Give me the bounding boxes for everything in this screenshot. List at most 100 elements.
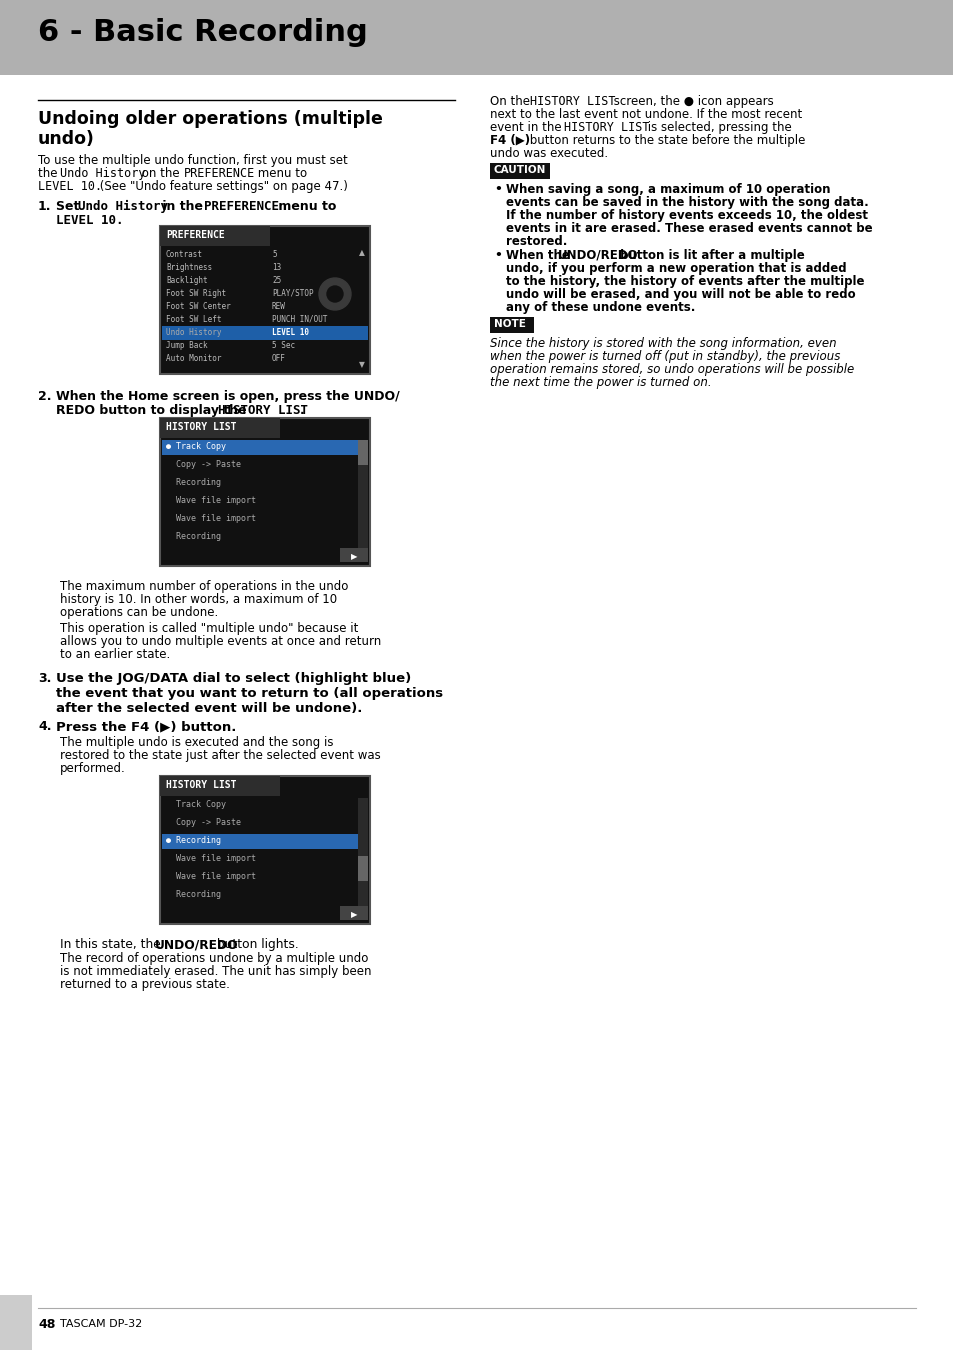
Text: CAUTION: CAUTION xyxy=(494,165,546,176)
Text: REDO button to display the: REDO button to display the xyxy=(56,404,251,417)
Text: NOTE: NOTE xyxy=(494,319,525,329)
Text: Undo History: Undo History xyxy=(78,200,168,213)
Text: is not immediately erased. The unit has simply been: is not immediately erased. The unit has … xyxy=(60,965,371,977)
Text: HISTORY LIST: HISTORY LIST xyxy=(166,423,236,432)
Text: Copy -> Paste: Copy -> Paste xyxy=(166,818,241,828)
Text: in the: in the xyxy=(158,200,207,213)
Text: 2.: 2. xyxy=(38,390,51,404)
Text: Copy -> Paste: Copy -> Paste xyxy=(166,460,241,468)
Text: returned to a previous state.: returned to a previous state. xyxy=(60,977,230,991)
Text: any of these undone events.: any of these undone events. xyxy=(505,301,695,315)
Text: the event that you want to return to (all operations: the event that you want to return to (al… xyxy=(56,687,442,701)
Text: Track Copy: Track Copy xyxy=(166,801,226,809)
Text: Since the history is stored with the song information, even: Since the history is stored with the son… xyxy=(490,338,836,350)
Text: HISTORY LIST: HISTORY LIST xyxy=(530,95,615,108)
Text: PREFERENCE: PREFERENCE xyxy=(204,200,278,213)
Text: The maximum number of operations in the undo: The maximum number of operations in the … xyxy=(60,580,348,593)
Text: UNDO/REDO: UNDO/REDO xyxy=(558,248,638,262)
Text: PUNCH IN/OUT: PUNCH IN/OUT xyxy=(272,315,327,324)
Text: HISTORY LIST: HISTORY LIST xyxy=(563,122,649,134)
Text: Foot SW Left: Foot SW Left xyxy=(166,315,221,324)
Text: Foot SW Center: Foot SW Center xyxy=(166,302,231,311)
Text: LEVEL 10: LEVEL 10 xyxy=(272,328,309,338)
Bar xyxy=(160,225,270,246)
Text: 25: 25 xyxy=(272,275,281,285)
Bar xyxy=(339,906,368,919)
Text: Recording: Recording xyxy=(166,478,221,487)
Text: Recording: Recording xyxy=(166,890,221,899)
Text: ● Track Copy: ● Track Copy xyxy=(166,441,226,451)
Text: 48: 48 xyxy=(38,1318,55,1331)
Bar xyxy=(0,0,953,76)
Text: operation remains stored, so undo operations will be possible: operation remains stored, so undo operat… xyxy=(490,363,853,377)
Bar xyxy=(357,440,368,464)
Text: Auto Monitor: Auto Monitor xyxy=(166,354,221,363)
Text: 13: 13 xyxy=(272,263,281,271)
Bar xyxy=(162,834,357,849)
Circle shape xyxy=(318,278,351,310)
Text: Wave file import: Wave file import xyxy=(166,855,255,863)
Bar xyxy=(160,418,280,437)
Text: Wave file import: Wave file import xyxy=(166,495,255,505)
Text: Recording: Recording xyxy=(166,532,221,541)
Text: to an earlier state.: to an earlier state. xyxy=(60,648,170,662)
Circle shape xyxy=(327,286,343,302)
Bar xyxy=(490,163,550,180)
Text: Press the F4 (▶) button.: Press the F4 (▶) button. xyxy=(56,720,236,733)
Text: The multiple undo is executed and the song is: The multiple undo is executed and the so… xyxy=(60,736,334,749)
Text: next to the last event not undone. If the most recent: next to the last event not undone. If th… xyxy=(490,108,801,122)
Text: Wave file import: Wave file import xyxy=(166,514,255,522)
Text: undo will be erased, and you will not be able to redo: undo will be erased, and you will not be… xyxy=(505,288,855,301)
Text: allows you to undo multiple events at once and return: allows you to undo multiple events at on… xyxy=(60,634,381,648)
Text: OFF: OFF xyxy=(272,354,286,363)
Text: Backlight: Backlight xyxy=(166,275,208,285)
Text: ● Recording: ● Recording xyxy=(166,836,221,845)
Bar xyxy=(490,317,534,333)
Text: event in the: event in the xyxy=(490,122,565,134)
Text: Undoing older operations (multiple: Undoing older operations (multiple xyxy=(38,109,382,128)
Text: history is 10. In other words, a maximum of 10: history is 10. In other words, a maximum… xyxy=(60,593,336,606)
Text: PREFERENCE: PREFERENCE xyxy=(184,167,255,180)
Text: HISTORY LIST: HISTORY LIST xyxy=(166,780,236,790)
Text: undo): undo) xyxy=(38,130,94,148)
Text: restored to the state just after the selected event was: restored to the state just after the sel… xyxy=(60,749,380,761)
Text: ▶: ▶ xyxy=(351,552,356,562)
Text: When the Home screen is open, press the UNDO/: When the Home screen is open, press the … xyxy=(56,390,399,404)
Bar xyxy=(160,776,370,923)
Bar xyxy=(162,440,357,455)
Text: UNDO/REDO: UNDO/REDO xyxy=(154,938,238,950)
Text: PREFERENCE: PREFERENCE xyxy=(166,230,225,240)
Text: When the: When the xyxy=(505,248,574,262)
Text: 3.: 3. xyxy=(38,672,51,684)
Text: Undo History: Undo History xyxy=(60,167,146,180)
Text: TASCAM DP-32: TASCAM DP-32 xyxy=(60,1319,142,1328)
Text: button returns to the state before the multiple: button returns to the state before the m… xyxy=(525,134,804,147)
Bar xyxy=(270,325,368,340)
Text: performed.: performed. xyxy=(60,761,126,775)
Text: •: • xyxy=(494,248,501,262)
Text: after the selected event will be undone).: after the selected event will be undone)… xyxy=(56,702,362,716)
Text: screen, the ● icon appears: screen, the ● icon appears xyxy=(609,95,773,108)
Text: ▼: ▼ xyxy=(358,360,365,369)
Text: ▶: ▶ xyxy=(351,910,356,919)
Text: LEVEL 10.: LEVEL 10. xyxy=(38,180,102,193)
Text: .: . xyxy=(299,404,304,417)
Text: Wave file import: Wave file import xyxy=(166,872,255,882)
Bar xyxy=(160,776,280,796)
Bar xyxy=(357,798,368,909)
Text: to the history, the history of events after the multiple: to the history, the history of events af… xyxy=(505,275,863,288)
Text: In this state, the: In this state, the xyxy=(60,938,165,950)
Text: The record of operations undone by a multiple undo: The record of operations undone by a mul… xyxy=(60,952,368,965)
Text: If the number of history events exceeds 10, the oldest: If the number of history events exceeds … xyxy=(505,209,867,221)
Text: LEVEL 10.: LEVEL 10. xyxy=(56,215,123,227)
Text: Set: Set xyxy=(56,200,84,213)
Text: the: the xyxy=(38,167,61,180)
Text: 5: 5 xyxy=(272,250,276,259)
Text: operations can be undone.: operations can be undone. xyxy=(60,606,218,620)
Bar xyxy=(357,440,368,549)
Text: undo, if you perform a new operation that is added: undo, if you perform a new operation tha… xyxy=(505,262,845,275)
Text: Use the JOG/DATA dial to select (highlight blue): Use the JOG/DATA dial to select (highlig… xyxy=(56,672,411,684)
Text: •: • xyxy=(494,184,501,196)
Text: This operation is called "multiple undo" because it: This operation is called "multiple undo"… xyxy=(60,622,358,634)
Text: on the: on the xyxy=(138,167,183,180)
